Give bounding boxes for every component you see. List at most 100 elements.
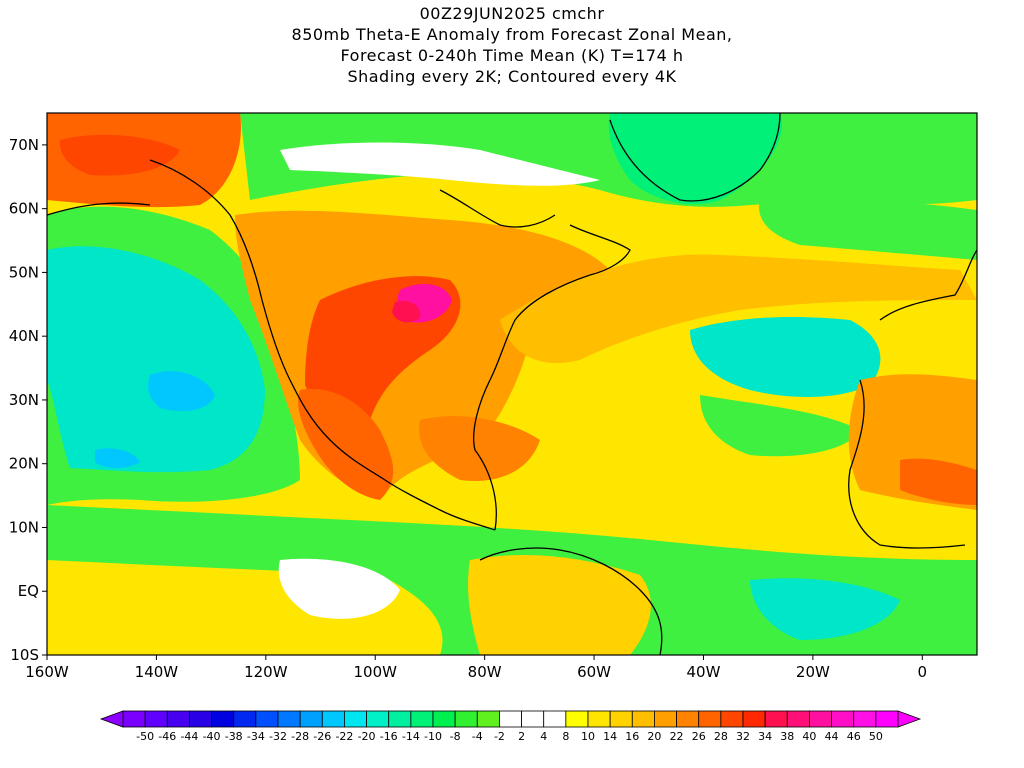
colorbar-swatch <box>144 710 168 728</box>
coastline-alaska <box>47 202 151 216</box>
colorbar-label: -4 <box>472 730 483 743</box>
title-line-2: 850mb Theta-E Anomaly from Forecast Zona… <box>291 25 733 44</box>
colorbar-label: -50 <box>136 730 154 743</box>
atlantic-north-green <box>759 198 977 260</box>
colorbar-label: 28 <box>714 730 728 743</box>
colorbar-swatch <box>786 710 810 728</box>
colorbar-swatch <box>565 710 589 728</box>
lon-tick-label: 60W <box>577 663 611 681</box>
south-america-yellow <box>468 555 651 655</box>
longitude-ticks: 160W 140W 120W 100W 80W 60W 40W 20W 0 <box>25 655 927 681</box>
latitude-ticks: 70N 60N 50N 40N 30N 20N 10N EQ 10S <box>9 136 47 664</box>
colorbar-swatch <box>344 710 367 728</box>
lon-tick-label: 0 <box>918 663 928 681</box>
lat-tick-label: 20N <box>9 455 39 473</box>
colorbar-label: 14 <box>603 730 617 743</box>
coastline-africa <box>848 379 966 549</box>
coastline-north-america-east <box>473 224 631 531</box>
alaska-orange-core <box>59 134 180 176</box>
colorbar-label: -14 <box>402 730 420 743</box>
colorbar-swatch <box>521 710 545 728</box>
title-block: 00Z29JUN2025 cmchr 850mb Theta-E Anomaly… <box>0 3 1024 87</box>
coastline-greenland <box>609 113 781 202</box>
colorbar-label: 46 <box>847 730 861 743</box>
gulf-orange <box>419 416 540 481</box>
coastlines <box>47 113 977 655</box>
colorbar-label: -34 <box>247 730 265 743</box>
colorbar-label: -28 <box>291 730 309 743</box>
colorbar-label: 20 <box>647 730 661 743</box>
colorbar: -50 -46 -44 -40 -38 -34 -32 -28 -26 -22 -20 -16 -14-… <box>99 710 922 743</box>
colorbar-label: 44 <box>825 730 839 743</box>
colorbar-label: -22 <box>335 730 353 743</box>
colorbar-swatch <box>742 710 766 728</box>
map-border <box>46 112 978 656</box>
colorbar-swatch <box>122 710 146 728</box>
colorbar-swatch <box>321 710 345 728</box>
great-lakes-pink <box>392 300 421 323</box>
colorbar-max-arrow <box>897 710 922 728</box>
colorbar-swatch <box>587 710 611 728</box>
colorbar-label: 4 <box>540 730 547 743</box>
map-shading <box>47 113 977 655</box>
africa-red-region <box>900 458 977 505</box>
lat-tick-label: 50N <box>9 263 39 281</box>
colorbar-swatch <box>720 710 744 728</box>
arctic-white-band <box>280 142 600 186</box>
colorbar-swatch <box>543 710 567 728</box>
colorbar-swatch <box>366 710 390 728</box>
title-line-1: 00Z29JUN2025 cmchr <box>419 4 605 23</box>
colorbar-swatch <box>831 710 855 728</box>
lon-tick-label: 160W <box>25 663 69 681</box>
lon-tick-label: 20W <box>796 663 830 681</box>
colorbar-swatch <box>166 710 190 728</box>
colorbar-label: 22 <box>670 730 684 743</box>
colorbar-label: -44 <box>180 730 198 743</box>
colorbar-label: 38 <box>780 730 794 743</box>
colorbar-label: 40 <box>802 730 816 743</box>
title-line-4: Shading every 2K; Contoured every 4K <box>347 67 677 86</box>
colorbar-label: 10 <box>581 730 595 743</box>
south-atlantic-cyan <box>750 578 900 640</box>
south-pacific-white <box>278 558 400 619</box>
colorbar-swatch <box>698 710 722 728</box>
coastline-europe <box>879 249 977 321</box>
coastline-hudson-bay <box>439 189 556 228</box>
pacific-blue-spot-2 <box>95 448 140 468</box>
colorbar-swatch <box>189 710 212 728</box>
colorbar-swatch <box>299 710 323 728</box>
colorbar-swatch <box>476 710 500 728</box>
colorbar-label: -32 <box>269 730 287 743</box>
colorbar-swatch <box>388 710 412 728</box>
colorbar-label: -46 <box>158 730 176 743</box>
colorbar-swatch <box>454 710 478 728</box>
colorbar-swatch <box>654 710 677 728</box>
colorbar-label: 26 <box>692 730 706 743</box>
colorbar-swatch <box>499 710 522 728</box>
lat-tick-label: 30N <box>9 391 39 409</box>
colorbar-label: 2 <box>518 730 525 743</box>
colorbar-swatch <box>809 710 832 728</box>
coastline-north-america-west <box>149 159 496 531</box>
colorbar-swatch <box>233 710 257 728</box>
lat-tick-label: 10N <box>9 518 39 536</box>
colorbar-swatch <box>211 710 235 728</box>
atlantic-cyan-region <box>690 317 881 397</box>
colorbar-label: -26 <box>313 730 331 743</box>
lon-tick-label: 100W <box>354 663 398 681</box>
coastline-south-america <box>479 547 663 655</box>
colorbar-label: 50 <box>869 730 883 743</box>
lon-tick-label: 140W <box>135 663 179 681</box>
colorbar-label: 8 <box>562 730 569 743</box>
lon-tick-label: 120W <box>244 663 288 681</box>
colorbar-label: -38 <box>225 730 243 743</box>
colorbar-swatch <box>764 710 788 728</box>
colorbar-label: -16 <box>380 730 398 743</box>
canada-green-region <box>240 113 977 207</box>
colorbar-swatch <box>432 710 456 728</box>
colorbar-label: 16 <box>625 730 639 743</box>
lat-tick-label: 70N <box>9 136 39 154</box>
lat-tick-label: EQ <box>18 582 39 600</box>
